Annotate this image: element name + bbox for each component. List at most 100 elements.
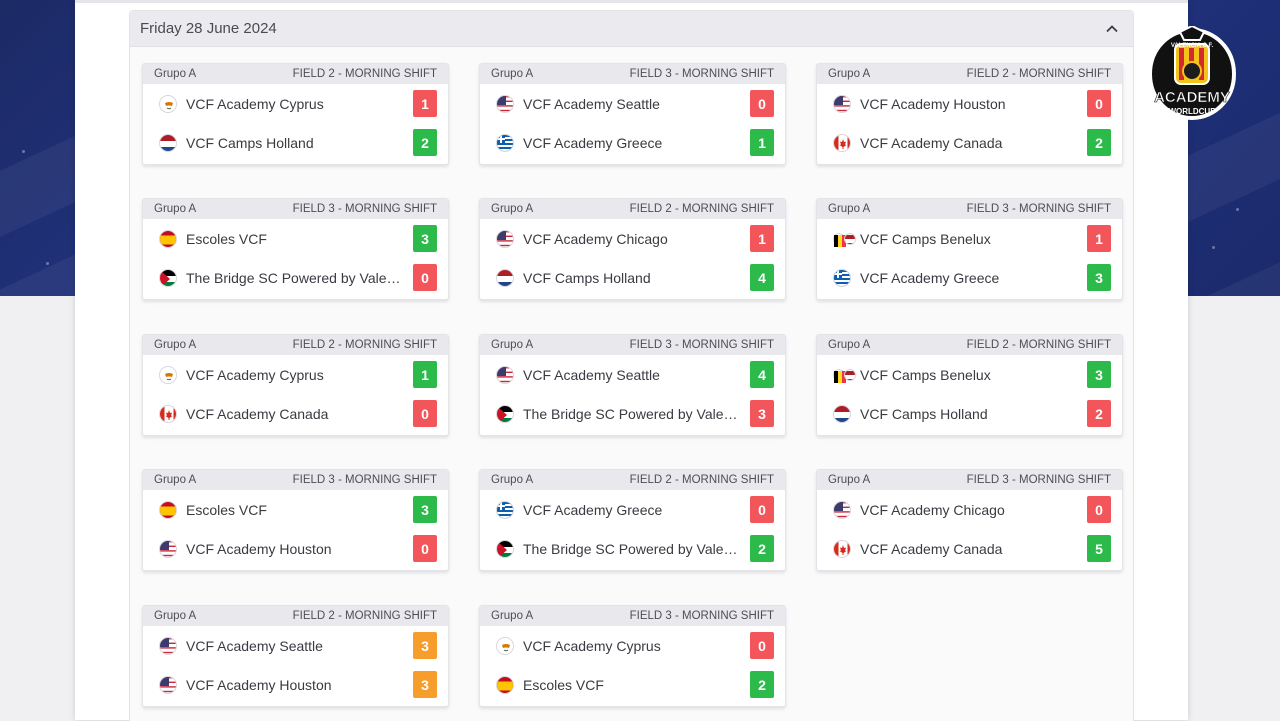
usa-flag-icon	[496, 229, 514, 248]
field-label: FIELD 3 - MORNING SHIFT	[629, 339, 774, 351]
team-row-home: VCF Academy Chicago 0	[817, 490, 1122, 529]
team-name: VCF Academy Houston	[186, 540, 332, 557]
score-badge: 2	[750, 535, 774, 562]
match-card-header: Grupo A FIELD 3 - MORNING SHIFT	[817, 199, 1122, 219]
team-row-home: VCF Academy Seattle 4	[480, 355, 785, 394]
team-name: VCF Camps Benelux	[860, 230, 991, 247]
score-badge: 1	[413, 90, 437, 117]
benelux-flag-icon	[833, 366, 857, 384]
score-badge: 3	[1087, 264, 1111, 291]
score-badge: 1	[413, 361, 437, 388]
score-badge: 1	[750, 225, 774, 252]
day-panel: Friday 28 June 2024 Grupo A FIELD 2 - MOR…	[129, 10, 1134, 721]
team-name: VCF Camps Holland	[186, 134, 314, 151]
group-label: Grupo A	[491, 339, 534, 351]
day-header[interactable]: Friday 28 June 2024	[130, 11, 1133, 47]
score-badge: 0	[413, 535, 437, 562]
field-label: FIELD 2 - MORNING SHIFT	[966, 68, 1111, 80]
match-card-header: Grupo A FIELD 3 - MORNING SHIFT	[143, 470, 448, 490]
logo-club-text: VALENCIA C.F.	[1171, 43, 1214, 49]
team-name: VCF Camps Holland	[860, 405, 988, 422]
team-row-away: VCF Academy Canada 0	[143, 394, 448, 433]
team-row-home: VCF Academy Cyprus 1	[143, 355, 448, 394]
team-name: VCF Academy Houston	[186, 676, 332, 693]
match-card[interactable]: Grupo A FIELD 3 - MORNING SHIFT Escoles VC…	[142, 469, 449, 571]
score-badge: 2	[750, 671, 774, 698]
team-name: Escoles VCF	[186, 230, 267, 247]
match-card-header: Grupo A FIELD 2 - MORNING SHIFT	[480, 470, 785, 490]
team-row-away: VCF Camps Holland 4	[480, 258, 785, 297]
field-label: FIELD 3 - MORNING SHIFT	[966, 474, 1111, 486]
score-badge: 2	[413, 129, 437, 156]
match-card[interactable]: Grupo A FIELD 2 - MORNING SHIFT VCF Academ…	[816, 63, 1123, 165]
team-name: Escoles VCF	[186, 501, 267, 518]
group-label: Grupo A	[828, 68, 871, 80]
score-badge: 4	[750, 264, 774, 291]
day-title: Friday 28 June 2024	[140, 20, 277, 37]
match-card[interactable]: Grupo A FIELD 3 - MORNING SHIFT VCF Academ…	[816, 469, 1123, 571]
match-card[interactable]: Grupo A FIELD 2 - MORNING SHIFT VCF Academ…	[479, 198, 786, 300]
score-badge: 2	[1087, 400, 1111, 427]
match-card[interactable]: Grupo A FIELD 3 - MORNING SHIFT VCF Academ…	[479, 63, 786, 165]
field-label: FIELD 3 - MORNING SHIFT	[966, 203, 1111, 215]
team-name: VCF Academy Greece	[523, 501, 663, 518]
match-card[interactable]: Grupo A FIELD 2 - MORNING SHIFT VCF Academ…	[142, 334, 449, 436]
field-label: FIELD 2 - MORNING SHIFT	[629, 203, 774, 215]
score-badge: 3	[413, 225, 437, 252]
match-card[interactable]: Grupo A FIELD 2 - MORNING SHIFT VCF Academ…	[479, 469, 786, 571]
match-card[interactable]: Grupo A FIELD 2 - MORNING SHIFT VCF Academ…	[142, 63, 449, 165]
team-name: VCF Academy Greece	[860, 269, 1000, 286]
match-card[interactable]: Grupo A FIELD 3 - MORNING SHIFT VCF Camps …	[816, 198, 1123, 300]
group-label: Grupo A	[154, 68, 197, 80]
match-card[interactable]: Grupo A FIELD 3 - MORNING SHIFT Escoles VC…	[142, 198, 449, 300]
team-row-home: VCF Academy Seattle 0	[480, 84, 785, 123]
score-badge: 3	[413, 671, 437, 698]
team-row-home: VCF Academy Greece 0	[480, 490, 785, 529]
group-label: Grupo A	[491, 68, 534, 80]
team-name: VCF Academy Cyprus	[186, 366, 324, 383]
team-row-away: Escoles VCF 2	[480, 665, 785, 704]
team-name: VCF Academy Chicago	[523, 230, 668, 247]
score-badge: 1	[1087, 225, 1111, 252]
canada-flag-icon	[833, 539, 851, 558]
match-card[interactable]: Grupo A FIELD 2 - MORNING SHIFT VCF Camps …	[816, 334, 1123, 436]
group-label: Grupo A	[154, 339, 197, 351]
canada-flag-icon	[833, 133, 851, 152]
team-name: The Bridge SC Powered by Valencia CF	[186, 269, 407, 286]
match-card-header: Grupo A FIELD 2 - MORNING SHIFT	[143, 64, 448, 84]
team-row-away: VCF Academy Greece 1	[480, 123, 785, 162]
team-row-away: VCF Academy Canada 5	[817, 529, 1122, 568]
team-row-away: VCF Camps Holland 2	[143, 123, 448, 162]
greece-flag-icon	[496, 500, 514, 519]
match-card-header: Grupo A FIELD 2 - MORNING SHIFT	[817, 64, 1122, 84]
team-row-away: VCF Camps Holland 2	[817, 394, 1122, 433]
group-label: Grupo A	[154, 203, 197, 215]
match-card-header: Grupo A FIELD 2 - MORNING SHIFT	[817, 335, 1122, 355]
team-name: VCF Camps Holland	[523, 269, 651, 286]
score-badge: 4	[750, 361, 774, 388]
team-row-away: The Bridge SC Powered by Valencia CF 0	[143, 258, 448, 297]
score-badge: 0	[413, 264, 437, 291]
field-label: FIELD 2 - MORNING SHIFT	[966, 339, 1111, 351]
field-label: FIELD 2 - MORNING SHIFT	[292, 610, 437, 622]
match-card[interactable]: Grupo A FIELD 3 - MORNING SHIFT VCF Academ…	[479, 605, 786, 707]
benelux-flag-icon	[833, 230, 857, 248]
match-card-header: Grupo A FIELD 2 - MORNING SHIFT	[480, 199, 785, 219]
usa-flag-icon	[159, 539, 177, 558]
team-row-home: Escoles VCF 3	[143, 219, 448, 258]
usa-flag-icon	[496, 94, 514, 113]
team-row-away: VCF Academy Houston 3	[143, 665, 448, 704]
team-name: VCF Academy Houston	[860, 95, 1006, 112]
team-row-home: VCF Camps Benelux 3	[817, 355, 1122, 394]
team-name: VCF Academy Canada	[186, 405, 329, 422]
netherlands-flag-icon	[159, 133, 177, 152]
team-name: VCF Academy Greece	[523, 134, 663, 151]
chevron-up-icon[interactable]	[1101, 18, 1123, 40]
team-row-home: VCF Academy Houston 0	[817, 84, 1122, 123]
match-card[interactable]: Grupo A FIELD 3 - MORNING SHIFT VCF Academ…	[479, 334, 786, 436]
team-row-away: VCF Academy Canada 2	[817, 123, 1122, 162]
usa-flag-icon	[833, 500, 851, 519]
logo-academy-text: ACADEMY	[1154, 89, 1230, 106]
score-badge: 1	[750, 129, 774, 156]
match-card[interactable]: Grupo A FIELD 2 - MORNING SHIFT VCF Academ…	[142, 605, 449, 707]
